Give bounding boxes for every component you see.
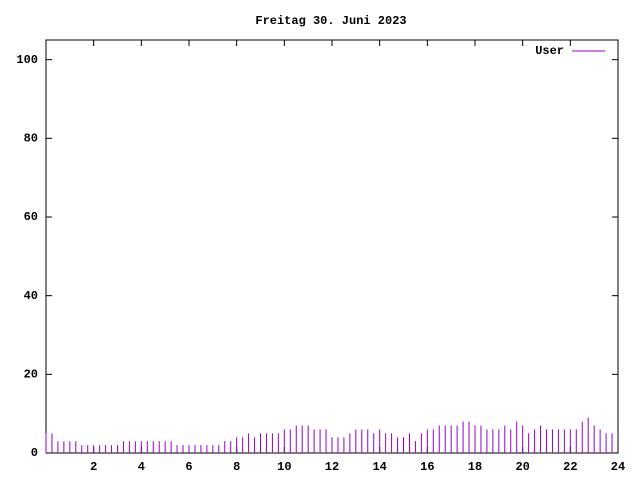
x-tick-label: 2	[90, 460, 97, 474]
x-tick-label: 10	[277, 460, 291, 474]
y-tick-label: 40	[24, 289, 38, 303]
y-tick-label: 0	[31, 446, 38, 460]
x-tick-label: 8	[233, 460, 240, 474]
y-tick-label: 80	[24, 132, 38, 146]
y-tick-label: 100	[16, 53, 38, 67]
plot-frame	[45, 39, 619, 454]
y-tick-label: 20	[24, 368, 38, 382]
x-tick-label: 12	[325, 460, 339, 474]
chart-title: Freitag 30. Juni 2023	[255, 14, 406, 28]
x-tick-label: 14	[372, 460, 386, 474]
x-tick-label: 20	[515, 460, 529, 474]
legend-label: User	[535, 44, 564, 58]
x-tick-label: 6	[185, 460, 192, 474]
x-tick-label: 24	[611, 460, 625, 474]
y-tick-label: 60	[24, 210, 38, 224]
x-tick-label: 18	[468, 460, 482, 474]
x-tick-label: 22	[563, 460, 577, 474]
x-tick-label: 4	[138, 460, 145, 474]
x-tick-label: 16	[420, 460, 434, 474]
